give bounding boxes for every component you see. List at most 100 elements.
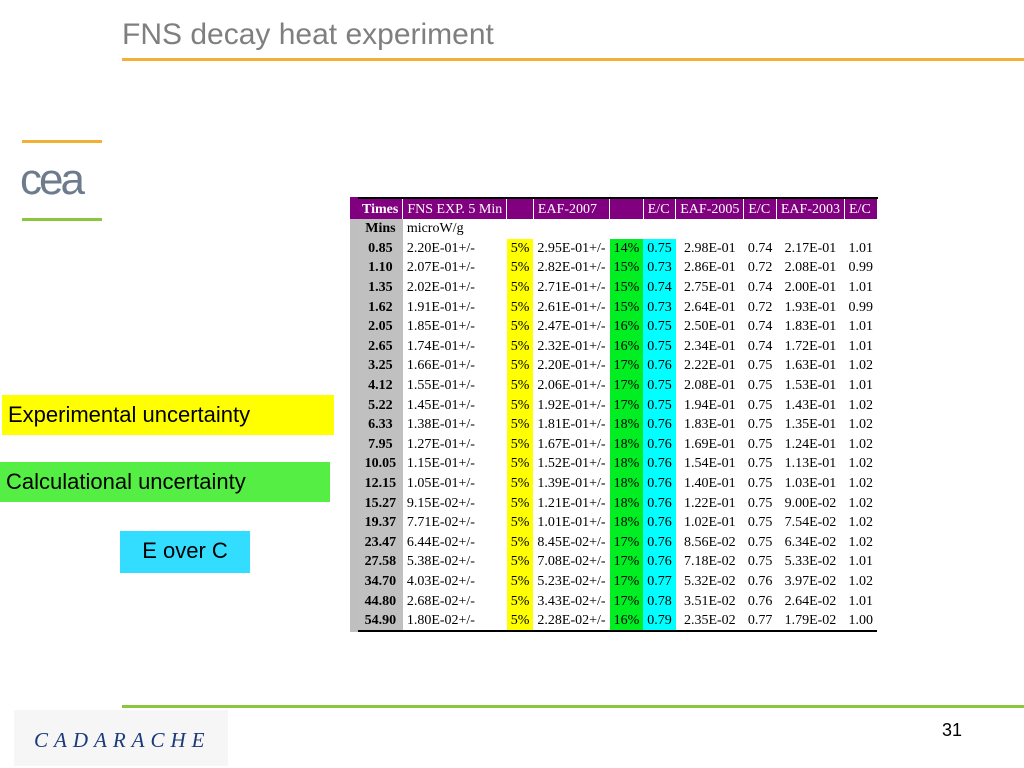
table-cell: 2.20E-01+/- (537, 358, 606, 374)
table-row: 1.10 2.07E-01+/- 5% 2.82E-01+/- 15% 0.73 2.86E… (350, 258, 877, 278)
table-cell: 1.01 (848, 240, 874, 256)
cadarache-logo-text: CADARACHE (34, 728, 211, 752)
table-cell: 1.05E-01+/- (406, 476, 475, 492)
table-cell: 9.00E-02 (784, 495, 837, 511)
table-empty-cell (507, 219, 534, 239)
table-cell: 7.54E-02 (784, 515, 837, 531)
table-cell: 5% (506, 316, 534, 337)
table-cell: 2.28E-02+/- (533, 610, 610, 633)
table-cell: 1.83E-01 (683, 417, 736, 433)
table-cell: 2.98E-01 (683, 240, 736, 256)
cadarache-logo: CADARACHE (14, 710, 228, 766)
table-cell: 1.39E-01+/- (537, 476, 606, 492)
table-cell: 1.02 (848, 515, 874, 531)
table-cell: 2.75E-01 (683, 280, 736, 296)
table-cell: 1.40E-01 (683, 476, 736, 492)
table-cell: 1.02 (848, 456, 874, 472)
table-cell: 0.75 (643, 316, 676, 337)
table-cell: 1.80E-02+/- (402, 610, 507, 633)
table-cell: 5% (506, 571, 534, 592)
table-units-cell: Mins (350, 219, 403, 239)
table-cell: 2.05 (350, 316, 403, 337)
table-cell: 0.75 (747, 358, 773, 374)
table-cell: 1.02 (848, 436, 874, 452)
table-cell: 5% (506, 610, 534, 633)
legend-e-over-c: E over C (120, 531, 250, 573)
table-row: 27.58 5.38E-02+/- 5% 7.08E-02+/- 17% 0.76 7.18… (350, 552, 877, 572)
table-header-cell: Times (350, 197, 404, 219)
table-cell: 18% (609, 473, 644, 494)
table-cell: 3.43E-02+/- (537, 593, 606, 609)
table-row: 10.05 1.15E-01+/- 5% 1.52E-01+/- 18% 0.76 1.54… (350, 454, 877, 474)
table-cell: 1.02 (848, 495, 874, 511)
table-cell: 0.79 (643, 610, 676, 633)
table-empty-cell (643, 219, 676, 239)
table-empty-cell (610, 219, 644, 239)
table-empty-cell (845, 219, 878, 239)
table-row: 6.33 1.38E-01+/- 5% 1.81E-01+/- 18% 0.76 1.83E… (350, 414, 877, 435)
table-cell: 0.76 (643, 532, 676, 553)
table-header-cell: EAF-2007 (533, 197, 611, 219)
table-cell: 1.22E-01 (683, 495, 736, 511)
table-cell: 7.08E-02+/- (537, 554, 606, 570)
table-cell: 2.86E-01 (683, 260, 736, 276)
table-cell: 7.95 (350, 434, 403, 455)
table-cell: 5% (506, 356, 534, 376)
table-cell: 2.61E-01+/- (537, 299, 606, 315)
table-cell: 2.35E-02 (675, 610, 744, 633)
table-cell: 0.72 (747, 299, 773, 315)
table-cell: 5% (506, 238, 534, 259)
table-cell: 15% (609, 258, 644, 278)
table-cell: 0.85 (350, 238, 403, 259)
decay-heat-table: Times FNS EXP. 5 Min EAF-2007 E/C EAF-2005 E/… (350, 197, 878, 633)
table-cell: 0.75 (747, 554, 773, 570)
table-header-cell (506, 197, 534, 219)
table-cell: 1.74E-01+/- (406, 338, 475, 354)
table-cell: 0.75 (747, 397, 773, 413)
table-cell: 0.76 (643, 414, 676, 435)
table-cell: 1.01 (848, 280, 874, 296)
table-cell: 0.75 (747, 515, 773, 531)
table-cell: 1.02 (848, 534, 874, 550)
table-cell: 0.73 (643, 297, 676, 317)
table-cell: 0.76 (643, 552, 676, 572)
table-cell: 5.22 (350, 395, 403, 415)
table-cell: 15% (609, 277, 644, 298)
table-cell: 17% (609, 552, 644, 572)
table-cell: 5.38E-02+/- (406, 554, 475, 570)
table-cell: 0.76 (747, 573, 773, 589)
table-cell: 0.74 (747, 319, 773, 335)
table-cell: 0.75 (747, 534, 773, 550)
table-cell: 14% (609, 238, 644, 259)
table-cell: 5% (506, 473, 534, 494)
table-row: 34.70 4.03E-02+/- 5% 5.23E-02+/- 17% 0.77 5.32… (350, 571, 877, 592)
legend-calculational-uncertainty: Calculational uncertainty (0, 462, 330, 502)
table-cell: 5% (506, 552, 534, 572)
legend-experimental-uncertainty: Experimental uncertainty (2, 395, 334, 435)
table-cell: 0.74 (747, 240, 773, 256)
cea-logo: cea (20, 140, 102, 222)
table-empty-cell (676, 219, 744, 239)
table-cell: 5% (506, 532, 534, 553)
table-cell: 4.12 (350, 375, 403, 396)
table-row: 2.65 1.74E-01+/- 5% 2.32E-01+/- 16% 0.75 2.34E… (350, 336, 877, 357)
table-cell: 1.35E-01 (784, 417, 837, 433)
table-cell: 17% (609, 375, 644, 396)
table-cell: 0.76 (643, 473, 676, 494)
table-row: 1.62 1.91E-01+/- 5% 2.61E-01+/- 15% 0.73 2.64E… (350, 297, 877, 317)
table-cell: 0.77 (643, 571, 676, 592)
table-cell: 2.08E-01 (784, 260, 837, 276)
table-cell: 1.79E-02 (776, 610, 845, 633)
table-cell: 8.56E-02 (683, 534, 736, 550)
table-cell: 17% (609, 591, 644, 611)
table-cell: 2.65 (350, 336, 403, 357)
table-cell: 1.43E-01 (784, 397, 837, 413)
table-cell: 16% (609, 316, 644, 337)
table-cell: 7.18E-02 (683, 554, 736, 570)
cea-logo-bottom-bar (22, 218, 102, 221)
table-cell: 15.27 (350, 493, 403, 513)
table-cell: 1.53E-01 (784, 378, 837, 394)
table-cell: 0.75 (747, 495, 773, 511)
table-cell: 5% (506, 297, 534, 317)
table-cell: 1.03E-01 (784, 476, 837, 492)
